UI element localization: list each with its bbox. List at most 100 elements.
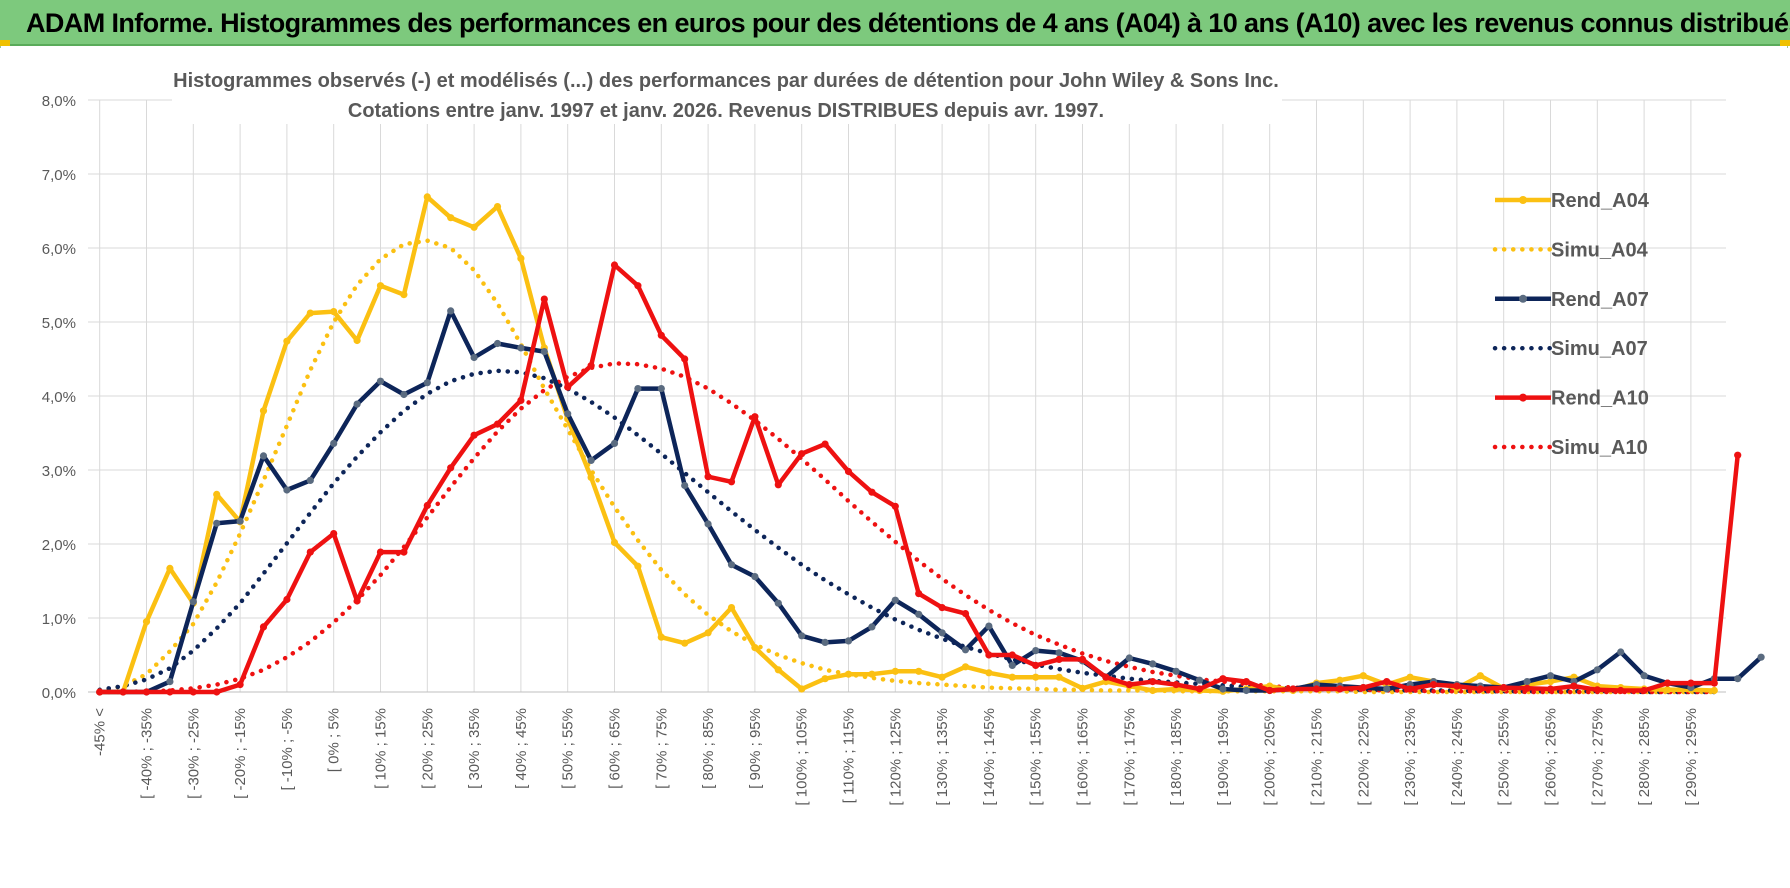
data-point — [915, 667, 923, 675]
x-tick-label: [ 110% ; 115% — [841, 708, 858, 803]
data-point — [1406, 673, 1414, 681]
data-point — [1055, 673, 1063, 681]
data-point — [1734, 675, 1742, 683]
data-point — [1195, 676, 1204, 684]
data-point — [189, 688, 197, 696]
data-point — [1593, 686, 1601, 694]
data-point — [447, 307, 455, 315]
data-point — [891, 502, 899, 510]
y-axis-labels: 0,0% 1,0% 2,0% 3,0% 4,0% 5,0% 6,0% 7,0% 8,0% — [42, 93, 76, 702]
data-point — [1149, 686, 1157, 695]
data-point — [1008, 661, 1016, 670]
data-point — [423, 379, 431, 387]
x-tick-label: [ 240% ; 245% — [1449, 708, 1466, 806]
x-tick-label: [ 20% ; 25% — [419, 708, 436, 789]
x-tick-label: [ 290% ; 295% — [1683, 708, 1700, 806]
data-point — [1219, 675, 1227, 683]
x-tick-label: [ 250% ; 255% — [1496, 708, 1513, 806]
y-tick-label: 6,0% — [42, 241, 76, 258]
y-tick-label: 0,0% — [42, 685, 76, 702]
data-point — [423, 193, 431, 201]
data-point — [1032, 661, 1040, 670]
data-point — [353, 597, 361, 605]
data-point — [844, 637, 853, 645]
x-tick-label: [ 160% ; 165% — [1075, 708, 1092, 806]
data-point — [213, 490, 221, 498]
data-point — [166, 678, 174, 686]
series-simu-a04 — [97, 238, 1717, 695]
data-point — [1383, 678, 1391, 686]
data-point — [1429, 681, 1438, 689]
data-point — [1359, 672, 1367, 680]
data-point — [1757, 653, 1765, 661]
data-point — [213, 519, 221, 527]
legend-item-simu-a07: Simu_A07 — [1492, 338, 1648, 360]
series-line — [97, 361, 1717, 695]
x-tick-label: [ -10% ; -5% — [279, 708, 296, 791]
data-point — [868, 488, 876, 496]
data-point — [1172, 681, 1180, 689]
x-tick-label: [ 260% ; 265% — [1543, 708, 1560, 806]
x-tick-label: [ -30% ; -25% — [185, 708, 202, 799]
series-rend-a10 — [96, 261, 1742, 696]
y-tick-label: 5,0% — [42, 315, 76, 332]
y-tick-label: 4,0% — [42, 389, 76, 406]
data-point — [704, 473, 712, 481]
data-point — [376, 548, 385, 556]
data-point — [376, 377, 385, 385]
data-point — [330, 439, 338, 447]
x-tick-label: [ -40% ; -35% — [139, 708, 156, 799]
data-point — [517, 254, 525, 262]
data-point — [283, 486, 291, 494]
data-point — [1640, 686, 1648, 695]
data-point — [1289, 685, 1297, 693]
data-point — [961, 663, 970, 671]
data-point — [1687, 679, 1695, 687]
data-point — [1125, 654, 1133, 662]
legend-marker — [1519, 393, 1527, 402]
series-simu-a07 — [97, 368, 1717, 695]
x-tick-label: [ 280% ; 285% — [1636, 708, 1653, 806]
legend-item-simu-a10: Simu_A10 — [1492, 437, 1648, 459]
data-point — [727, 561, 736, 569]
data-point — [821, 638, 829, 647]
data-point — [774, 481, 782, 489]
x-tick-label: [ 90% ; 95% — [747, 708, 764, 789]
data-point — [774, 666, 782, 674]
data-point — [166, 564, 174, 573]
data-point — [1102, 673, 1110, 681]
data-point — [704, 629, 712, 637]
data-point — [1149, 678, 1157, 686]
data-point — [891, 667, 899, 675]
legend-item-rend-a10: Rend_A10 — [1495, 388, 1649, 410]
x-tick-label: [ 80% ; 85% — [700, 708, 717, 789]
data-point — [1640, 672, 1648, 680]
data-point — [657, 633, 665, 641]
x-tick-label: [ 200% ; 205% — [1262, 708, 1279, 806]
legend-label: Rend_A10 — [1551, 388, 1649, 410]
data-point — [1734, 451, 1742, 459]
legend-item-simu-a04: Simu_A04 — [1492, 239, 1649, 261]
data-point — [330, 530, 338, 538]
data-point — [798, 685, 806, 693]
data-point — [1476, 672, 1484, 680]
data-point — [517, 344, 525, 352]
data-point — [96, 688, 104, 696]
data-point — [259, 623, 268, 631]
data-point — [1242, 678, 1250, 686]
x-tick-label: [ 230% ; 235% — [1402, 708, 1419, 806]
data-point — [704, 520, 712, 528]
data-point — [119, 688, 127, 696]
data-point — [610, 439, 619, 447]
data-point — [1242, 686, 1250, 695]
x-tick-label: [ 100% ; 105% — [794, 708, 811, 806]
x-tick-label: [ 140% ; 145% — [981, 708, 998, 806]
data-point — [938, 673, 946, 681]
data-point — [213, 688, 221, 696]
data-point — [353, 336, 361, 345]
data-point — [821, 675, 829, 683]
data-point — [868, 623, 876, 631]
legend-label: Simu_A04 — [1551, 239, 1649, 261]
x-axis-labels: -45% < [ -40% ; -35% [ -30% ; -25% [ -20% ;… — [92, 708, 1700, 806]
data-point — [1055, 655, 1063, 664]
